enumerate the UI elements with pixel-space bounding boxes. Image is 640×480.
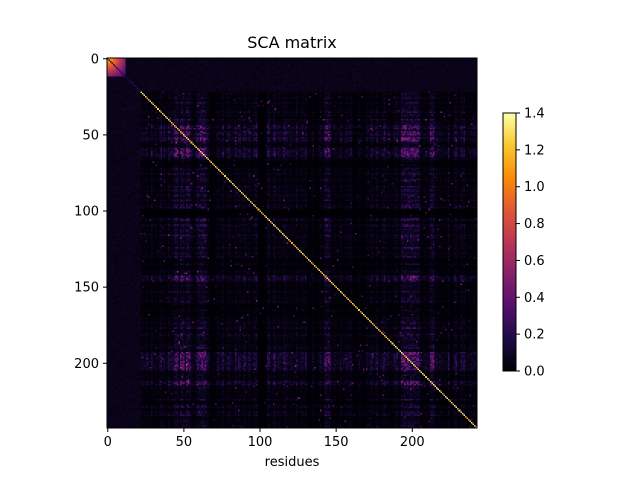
y-tick-label: 100 bbox=[74, 205, 99, 220]
colorbar-ticks: 0.0 0.2 0.4 0.6 0.8 1.0 1.2 1.4 bbox=[516, 107, 545, 380]
colorbar-tick-label: 1.0 bbox=[524, 180, 545, 195]
colorbar-tick-label: 0.8 bbox=[524, 217, 545, 232]
x-axis-label: residues bbox=[264, 455, 320, 470]
x-tick-label: 150 bbox=[324, 435, 349, 450]
x-tick-label: 100 bbox=[248, 435, 273, 450]
y-ticks: 0 50 100 150 200 bbox=[74, 52, 107, 372]
x-tick-label: 200 bbox=[400, 435, 425, 450]
colorbar-gradient bbox=[503, 113, 516, 371]
colorbar-tick-label: 0.4 bbox=[524, 291, 545, 306]
colorbar-tick-label: 1.2 bbox=[524, 143, 545, 158]
y-tick-label: 200 bbox=[74, 357, 99, 372]
x-tick-label: 50 bbox=[176, 435, 193, 450]
colorbar-tick-label: 0.6 bbox=[524, 254, 545, 269]
colorbar-frame bbox=[502, 112, 517, 372]
y-tick-label: 0 bbox=[91, 52, 99, 67]
heatmap-frame bbox=[106, 57, 478, 429]
x-tick-label: 0 bbox=[104, 435, 112, 450]
colorbar-tick-label: 0.0 bbox=[524, 365, 545, 380]
y-tick-label: 50 bbox=[82, 128, 99, 143]
colorbar-tick-label: 0.2 bbox=[524, 328, 545, 343]
y-tick-label: 150 bbox=[74, 281, 99, 296]
heatmap-image bbox=[107, 58, 477, 428]
colorbar-tick-label: 1.4 bbox=[524, 107, 545, 122]
x-ticks: 0 50 100 150 200 bbox=[104, 428, 425, 450]
chart-title: SCA matrix bbox=[247, 33, 337, 52]
